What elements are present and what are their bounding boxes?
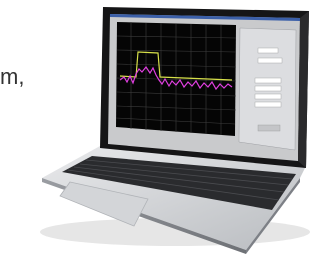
photo: m, — [0, 0, 310, 257]
input-box — [255, 86, 281, 91]
input-box — [258, 58, 282, 63]
input-box — [255, 102, 281, 107]
input-box — [255, 78, 281, 83]
page: m, — [0, 0, 320, 257]
button — [258, 125, 280, 131]
input-box — [255, 94, 281, 99]
input-box — [258, 48, 278, 53]
caption-text: m, — [0, 64, 24, 89]
